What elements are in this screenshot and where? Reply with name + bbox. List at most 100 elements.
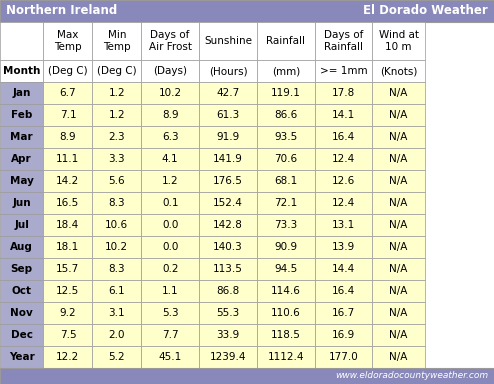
- Bar: [92, 126, 141, 148]
- Bar: [92, 258, 141, 280]
- Text: 10.6: 10.6: [105, 220, 128, 230]
- Bar: [141, 82, 199, 104]
- Text: 10.2: 10.2: [105, 242, 128, 252]
- Text: 141.9: 141.9: [213, 154, 243, 164]
- Text: 16.4: 16.4: [332, 286, 355, 296]
- Text: 12.2: 12.2: [56, 352, 80, 362]
- Text: 18.1: 18.1: [56, 242, 80, 252]
- Text: 5.2: 5.2: [109, 352, 125, 362]
- Bar: [0, 346, 43, 368]
- Text: Rainfall: Rainfall: [266, 36, 305, 46]
- Bar: [257, 346, 315, 368]
- Bar: [141, 192, 199, 214]
- Bar: [315, 82, 372, 104]
- Text: 68.1: 68.1: [274, 176, 297, 186]
- Text: 8.3: 8.3: [109, 264, 125, 274]
- Text: N/A: N/A: [389, 88, 408, 98]
- Bar: [372, 258, 425, 280]
- Bar: [257, 60, 315, 82]
- Bar: [141, 302, 199, 324]
- Bar: [43, 258, 92, 280]
- Text: 1.2: 1.2: [109, 110, 125, 120]
- Bar: [315, 60, 372, 82]
- Text: Oct: Oct: [12, 286, 32, 296]
- Text: 86.6: 86.6: [274, 110, 297, 120]
- Text: (Deg C): (Deg C): [97, 66, 137, 76]
- Text: N/A: N/A: [389, 242, 408, 252]
- Bar: [257, 302, 315, 324]
- Bar: [315, 258, 372, 280]
- Text: 6.1: 6.1: [109, 286, 125, 296]
- Bar: [141, 148, 199, 170]
- Bar: [141, 236, 199, 258]
- Text: 114.6: 114.6: [271, 286, 301, 296]
- Bar: [141, 104, 199, 126]
- Text: Jan: Jan: [12, 88, 31, 98]
- Bar: [92, 22, 141, 60]
- Bar: [43, 170, 92, 192]
- Text: (mm): (mm): [272, 66, 300, 76]
- Bar: [315, 324, 372, 346]
- Bar: [43, 324, 92, 346]
- Text: N/A: N/A: [389, 110, 408, 120]
- Bar: [43, 148, 92, 170]
- Text: 0.2: 0.2: [162, 264, 178, 274]
- Bar: [0, 82, 43, 104]
- Bar: [141, 170, 199, 192]
- Text: 33.9: 33.9: [216, 330, 240, 340]
- Text: 72.1: 72.1: [274, 198, 297, 208]
- Bar: [372, 280, 425, 302]
- Bar: [0, 368, 494, 384]
- Text: 12.4: 12.4: [332, 154, 355, 164]
- Bar: [315, 148, 372, 170]
- Bar: [257, 170, 315, 192]
- Text: 0.0: 0.0: [162, 242, 178, 252]
- Bar: [141, 324, 199, 346]
- Text: 70.6: 70.6: [274, 154, 297, 164]
- Text: 2.0: 2.0: [109, 330, 125, 340]
- Text: 42.7: 42.7: [216, 88, 240, 98]
- Text: 7.1: 7.1: [60, 110, 76, 120]
- Bar: [43, 104, 92, 126]
- Text: Northern Ireland: Northern Ireland: [6, 5, 117, 18]
- Text: Sunshine: Sunshine: [204, 36, 252, 46]
- Bar: [257, 280, 315, 302]
- Bar: [141, 214, 199, 236]
- Bar: [92, 324, 141, 346]
- Bar: [92, 346, 141, 368]
- Bar: [257, 214, 315, 236]
- Bar: [92, 280, 141, 302]
- Bar: [199, 126, 257, 148]
- Bar: [315, 126, 372, 148]
- Bar: [372, 192, 425, 214]
- Bar: [257, 148, 315, 170]
- Bar: [315, 170, 372, 192]
- Text: 3.1: 3.1: [109, 308, 125, 318]
- Bar: [257, 236, 315, 258]
- Text: El Dorado Weather: El Dorado Weather: [363, 5, 488, 18]
- Bar: [43, 236, 92, 258]
- Bar: [0, 302, 43, 324]
- Text: 10.2: 10.2: [159, 88, 182, 98]
- Bar: [257, 192, 315, 214]
- Bar: [0, 126, 43, 148]
- Bar: [199, 258, 257, 280]
- Text: N/A: N/A: [389, 220, 408, 230]
- Bar: [372, 302, 425, 324]
- Text: Year: Year: [9, 352, 35, 362]
- Bar: [372, 346, 425, 368]
- Text: 86.8: 86.8: [216, 286, 240, 296]
- Text: 15.7: 15.7: [56, 264, 80, 274]
- Bar: [372, 170, 425, 192]
- Text: 16.9: 16.9: [332, 330, 355, 340]
- Text: N/A: N/A: [389, 330, 408, 340]
- Bar: [372, 148, 425, 170]
- Text: 16.7: 16.7: [332, 308, 355, 318]
- Text: 90.9: 90.9: [274, 242, 297, 252]
- Text: Sep: Sep: [11, 264, 33, 274]
- Bar: [92, 82, 141, 104]
- Bar: [257, 258, 315, 280]
- Bar: [315, 236, 372, 258]
- Text: 8.3: 8.3: [109, 198, 125, 208]
- Bar: [43, 22, 92, 60]
